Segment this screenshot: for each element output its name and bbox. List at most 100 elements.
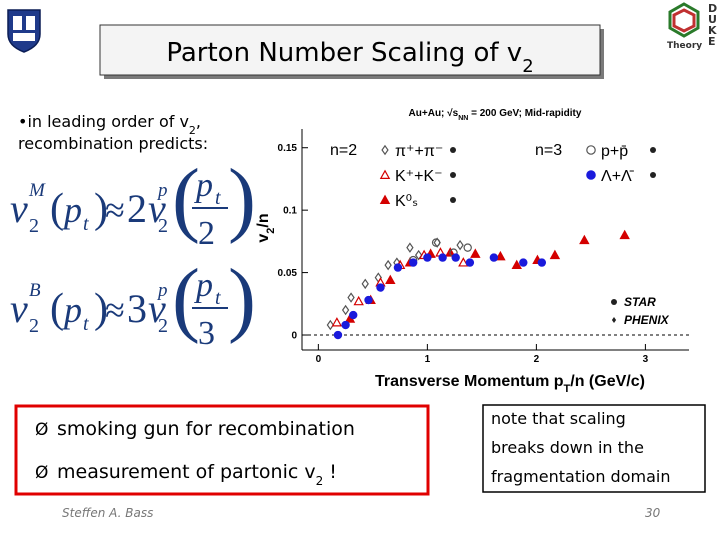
list-marker: Ø bbox=[35, 463, 48, 483]
university-logo bbox=[7, 9, 41, 53]
data-point bbox=[451, 253, 460, 262]
legend-experiment bbox=[650, 172, 656, 178]
bullet-line-part: , bbox=[196, 112, 201, 131]
chart-title-part: Au+Au; √s bbox=[409, 108, 459, 119]
formula-symbol: ) bbox=[228, 252, 256, 345]
data-point bbox=[414, 249, 423, 261]
logo-letter: E bbox=[708, 35, 716, 48]
footer-author: Steffen A. Bass bbox=[62, 506, 153, 520]
formula-symbol: v bbox=[10, 186, 28, 231]
formula-symbol: p bbox=[61, 290, 82, 330]
note-box bbox=[482, 404, 706, 493]
formula-symbol: B bbox=[29, 280, 41, 301]
formula-symbol: 2 bbox=[158, 215, 168, 237]
formula-symbol: ≈ bbox=[105, 190, 125, 230]
formula-symbol: ) bbox=[94, 286, 108, 332]
chart-title-part: = 200 GeV; Mid-rapidity bbox=[468, 108, 582, 119]
data-point bbox=[341, 320, 350, 330]
data-point bbox=[406, 242, 414, 253]
data-point bbox=[384, 259, 392, 271]
data-point bbox=[458, 257, 469, 267]
formula-symbol: ( bbox=[50, 286, 64, 332]
logo-letter: U bbox=[708, 13, 717, 26]
x-axis-label-part: T bbox=[564, 383, 571, 395]
data-point bbox=[511, 259, 522, 270]
formula-symbol: 2 bbox=[198, 215, 215, 252]
data-point bbox=[341, 304, 350, 316]
chart-title-part: NN bbox=[458, 115, 468, 122]
data-point bbox=[438, 253, 447, 262]
data-point bbox=[349, 310, 358, 320]
data-point bbox=[489, 253, 499, 262]
formula-symbol: 3 bbox=[127, 286, 147, 331]
y-tick-label: 0.1 bbox=[283, 206, 297, 217]
formula-symbol: t bbox=[83, 313, 89, 335]
note-line: note that scaling bbox=[491, 409, 626, 428]
y-axis-label-part: /n bbox=[255, 213, 272, 227]
formula-symbol: v bbox=[148, 186, 166, 231]
y-tick-label: 0.05 bbox=[278, 268, 298, 279]
x-axis-label-part: Transverse Momentum p bbox=[375, 373, 564, 390]
experiment-marker bbox=[611, 299, 617, 305]
note-line: breaks down in the bbox=[491, 438, 644, 457]
legend-marker bbox=[379, 194, 391, 204]
data-point bbox=[331, 317, 343, 327]
x-tick-label: 3 bbox=[643, 354, 649, 365]
y-axis-label: v2/n bbox=[255, 213, 277, 242]
bullet-line-part: • bbox=[18, 112, 27, 131]
formula-symbol: ( bbox=[172, 252, 200, 345]
formula-symbol: 2 bbox=[29, 315, 39, 337]
conclusion-box bbox=[14, 404, 430, 496]
note-line: fragmentation domain bbox=[491, 467, 670, 486]
data-point bbox=[353, 295, 364, 306]
bullet-line: recombination predicts: bbox=[18, 134, 208, 153]
legend-marker bbox=[586, 145, 596, 155]
formula-symbol: t bbox=[215, 187, 221, 209]
data-point bbox=[423, 253, 432, 262]
legend-experiment bbox=[450, 172, 456, 178]
data-point bbox=[619, 229, 630, 240]
data-point bbox=[449, 248, 458, 257]
formula-symbol: ) bbox=[94, 186, 108, 232]
formula-symbol: 2 bbox=[127, 186, 147, 231]
data-point bbox=[326, 319, 335, 331]
x-axis-label-part: /n (GeV/c) bbox=[570, 373, 645, 390]
data-point bbox=[347, 292, 355, 303]
data-point bbox=[470, 248, 481, 258]
list-item-part: 2 bbox=[316, 474, 324, 488]
x-axis-label: Transverse Momentum pT/n (GeV/c) bbox=[375, 373, 645, 395]
data-point bbox=[385, 274, 396, 285]
slide-title: Parton Number Scaling of v2 bbox=[166, 38, 533, 77]
y-axis-label-part: 2 bbox=[265, 228, 277, 234]
list-item: smoking gun for recombination bbox=[57, 418, 355, 440]
slide-title-part: Parton Number Scaling of v bbox=[166, 38, 522, 68]
y-tick-label: 0.15 bbox=[278, 143, 298, 154]
data-point bbox=[549, 249, 561, 260]
formula: v B2(p t)≈ 3 vp2 (p t3) bbox=[10, 252, 256, 352]
legend-label: Λ+Λ̄ bbox=[601, 168, 635, 185]
logo-letter: D bbox=[708, 2, 717, 15]
chart: Au+Au; √sNN = 200 GeV; Mid-rapidity Trans… bbox=[255, 108, 689, 395]
legend-marker bbox=[381, 144, 389, 156]
data-point bbox=[408, 258, 418, 267]
data-point bbox=[393, 263, 403, 272]
data-point bbox=[463, 243, 472, 252]
experiment-marker bbox=[611, 317, 617, 323]
legend-group: n=2 bbox=[330, 142, 357, 159]
data-point bbox=[333, 330, 343, 340]
list-item-part: smoking gun for recombination bbox=[57, 418, 355, 440]
x-tick-label: 0 bbox=[316, 354, 322, 365]
formula-symbol: ) bbox=[228, 152, 256, 245]
y-axis-label-part: v bbox=[255, 234, 272, 243]
legend-label: K⁺+K⁻ bbox=[395, 168, 443, 185]
list-item: measurement of partonic v2 ! bbox=[57, 461, 337, 488]
formula: v M2(p t)≈ 2 vp2 (p t2) bbox=[10, 152, 256, 252]
formula-symbol: ≈ bbox=[105, 290, 125, 330]
chart-title: Au+Au; √sNN = 200 GeV; Mid-rapidity bbox=[409, 108, 582, 122]
legend-label: π⁺+π⁻ bbox=[395, 143, 443, 160]
formula-symbol: v bbox=[148, 286, 166, 331]
list-item-part: measurement of partonic v bbox=[57, 461, 316, 483]
data-point bbox=[376, 283, 385, 292]
x-tick-label: 1 bbox=[425, 354, 431, 365]
